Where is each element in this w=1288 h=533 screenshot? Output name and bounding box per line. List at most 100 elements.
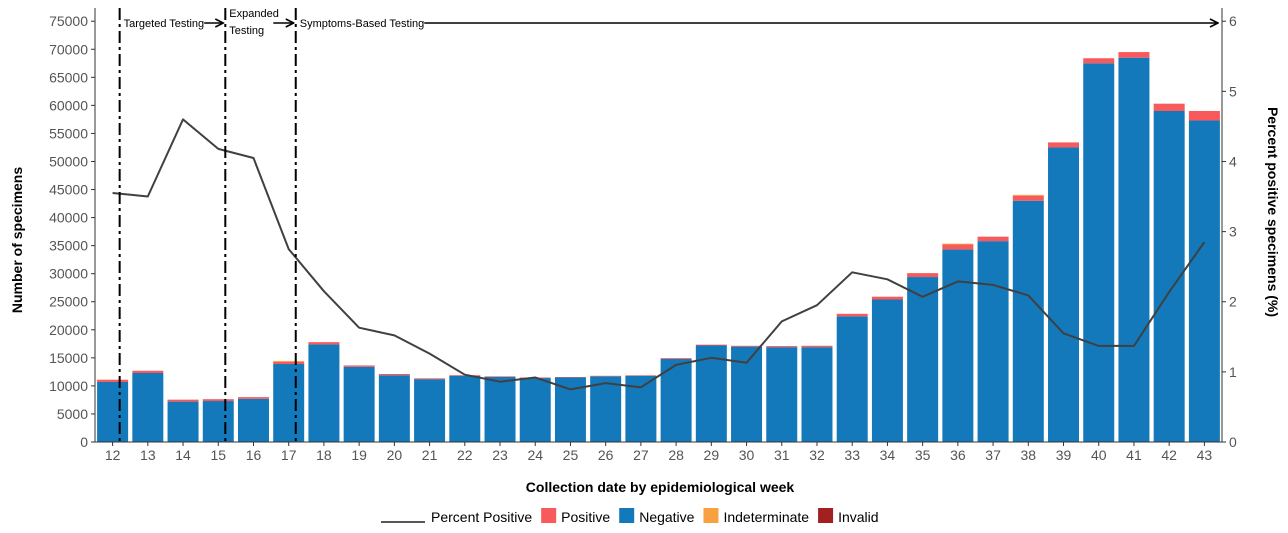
phase-label: Expanded xyxy=(229,8,279,20)
bar-negative-week-39 xyxy=(1048,147,1080,443)
bar-negative-week-36 xyxy=(942,249,974,442)
y2-tick-label: 3 xyxy=(1229,224,1237,240)
x-tick-label: 24 xyxy=(527,447,543,463)
bar-negative-week-24 xyxy=(519,378,551,442)
y-tick-label: 60000 xyxy=(49,97,88,113)
bar-negative-week-33 xyxy=(836,316,868,442)
bar-positive-week-30 xyxy=(731,345,763,347)
legend-swatch-invalid xyxy=(818,508,834,523)
x-axis-title: Collection date by epidemiological week xyxy=(526,479,795,495)
x-tick-label: 18 xyxy=(316,447,332,463)
bar-negative-week-15 xyxy=(202,401,234,442)
bar-negative-week-17 xyxy=(273,364,305,442)
y2-tick-label: 1 xyxy=(1229,364,1237,380)
bar-positive-week-17 xyxy=(273,361,305,365)
y-tick-label: 55000 xyxy=(49,125,88,141)
x-tick-label: 39 xyxy=(1056,447,1072,463)
bar-positive-week-40 xyxy=(1083,58,1115,64)
bar-positive-week-35 xyxy=(907,273,939,278)
bar-positive-week-29 xyxy=(695,344,727,346)
bar-negative-week-31 xyxy=(766,347,798,442)
y2-tick-label: 0 xyxy=(1229,434,1237,450)
y-tick-label: 20000 xyxy=(49,322,88,338)
legend-label: Percent Positive xyxy=(431,509,532,525)
x-tick-label: 28 xyxy=(668,447,684,463)
y-tick-label: 30000 xyxy=(49,266,88,282)
bar-negative-week-43 xyxy=(1188,120,1220,443)
y-tick-label: 25000 xyxy=(49,294,88,310)
testing-phase-layer: Targeted Testing Expanded Testing Symptoms-… xyxy=(118,8,1218,442)
bar-positive-week-18 xyxy=(308,342,340,345)
x-tick-label: 22 xyxy=(457,447,473,463)
bar-negative-week-32 xyxy=(801,347,833,442)
x-tick-label: 29 xyxy=(704,447,720,463)
legend-label: Positive xyxy=(561,509,610,525)
bar-positive-week-19 xyxy=(343,365,375,367)
x-tick-label: 23 xyxy=(492,447,508,463)
bar-positive-week-38 xyxy=(1012,195,1044,201)
bar-positive-week-36 xyxy=(942,244,974,250)
bar-positive-week-33 xyxy=(836,313,868,317)
percent-positive-line xyxy=(112,118,1206,391)
y2-tick-label: 5 xyxy=(1229,83,1237,99)
bar-negative-week-12 xyxy=(97,381,129,442)
bar-negative-week-20 xyxy=(378,375,410,442)
x-tick-label: 36 xyxy=(950,447,966,463)
y-tick-label: 75000 xyxy=(49,13,88,29)
x-tick-label: 43 xyxy=(1197,447,1213,463)
bar-positive-week-42 xyxy=(1153,103,1185,111)
x-tick-label: 12 xyxy=(105,447,121,463)
bar-layer xyxy=(97,52,1220,443)
x-tick-label: 30 xyxy=(739,447,755,463)
x-tick-label: 17 xyxy=(281,447,297,463)
phase-label: Targeted Testing xyxy=(124,18,205,30)
bar-negative-week-29 xyxy=(695,345,727,442)
y2-tick-label: 2 xyxy=(1229,294,1237,310)
legend-label: Indeterminate xyxy=(723,509,809,525)
x-tick-label: 37 xyxy=(985,447,1001,463)
bar-indeterminate-week-36 xyxy=(942,243,974,245)
bar-positive-week-28 xyxy=(660,358,692,359)
x-tick-label: 21 xyxy=(422,447,438,463)
bar-indeterminate-week-38 xyxy=(1012,194,1044,196)
x-tick-label: 13 xyxy=(140,447,156,463)
bar-negative-week-35 xyxy=(907,277,939,442)
y-tick-label: 50000 xyxy=(49,153,88,169)
y2-axis-title: Percent positive specimens (%) xyxy=(1265,107,1281,317)
y-axis-title: Number of specimens xyxy=(9,167,25,313)
bar-positive-week-14 xyxy=(167,399,199,402)
bar-positive-week-12 xyxy=(97,379,129,382)
x-tick-label: 25 xyxy=(563,447,579,463)
bar-positive-week-26 xyxy=(590,375,622,377)
bar-positive-week-16 xyxy=(237,397,269,399)
x-tick-label: 31 xyxy=(774,447,790,463)
y-tick-label: 0 xyxy=(80,434,88,450)
bar-negative-week-34 xyxy=(871,299,903,442)
bar-negative-week-28 xyxy=(660,358,692,442)
bar-positive-week-31 xyxy=(766,346,798,348)
percent-positive-line-layer xyxy=(112,118,1206,391)
bar-positive-week-13 xyxy=(132,370,164,373)
bar-positive-week-41 xyxy=(1118,52,1150,58)
x-tick-label: 27 xyxy=(633,447,649,463)
y-tick-label: 70000 xyxy=(49,41,88,57)
y-tick-label: 45000 xyxy=(49,182,88,198)
y2-tick-label: 6 xyxy=(1229,13,1237,29)
bar-negative-week-13 xyxy=(132,372,164,442)
x-tick-label: 34 xyxy=(880,447,896,463)
y-tick-label: 65000 xyxy=(49,69,88,85)
x-tick-label: 41 xyxy=(1126,447,1142,463)
bar-negative-week-14 xyxy=(167,401,199,442)
bar-negative-week-22 xyxy=(449,375,481,442)
bar-positive-week-27 xyxy=(625,375,657,376)
bar-positive-week-23 xyxy=(484,376,516,377)
bar-negative-week-18 xyxy=(308,344,340,442)
x-tick-label: 40 xyxy=(1091,447,1107,463)
x-tick-label: 42 xyxy=(1161,447,1177,463)
y-tick-label: 10000 xyxy=(49,378,88,394)
legend-label: Invalid xyxy=(838,509,878,525)
x-tick-label: 33 xyxy=(844,447,860,463)
bar-negative-week-38 xyxy=(1012,200,1044,442)
bar-positive-week-25 xyxy=(554,376,586,378)
